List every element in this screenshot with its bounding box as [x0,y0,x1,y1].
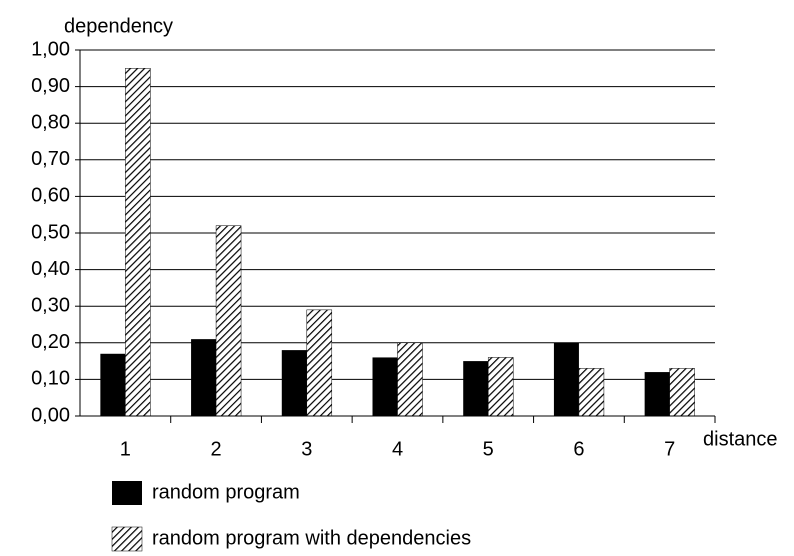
bar [372,357,398,416]
x-tick-label: 5 [483,438,494,460]
bar [397,342,423,417]
x-tick-label: 1 [120,438,131,460]
x-tick-label: 4 [392,438,403,460]
legend-label: random program [152,481,300,503]
y-tick-label: 0,30 [31,294,70,316]
x-tick-label: 3 [301,438,312,460]
y-tick-label: 0,70 [31,148,70,170]
bar [487,357,514,417]
legend-swatch [111,526,143,552]
bar [191,339,217,416]
y-tick-label: 0,40 [31,258,70,280]
bar [669,368,695,417]
x-tick-label: 6 [573,438,584,460]
y-tick-label: 0,80 [31,111,70,133]
y-tick-label: 0,50 [31,221,70,243]
x-tick-label: 7 [664,438,675,460]
bar [463,361,489,416]
y-tick-label: 1,00 [31,38,70,60]
legend-label: random program with dependencies [152,527,471,549]
y-tick-label: 0,20 [31,331,70,353]
bar [215,225,242,417]
y-tick-label: 0,60 [31,185,70,207]
y-tick-label: 0,00 [31,404,70,426]
bar [100,353,126,416]
y-tick-label: 0,10 [31,368,70,390]
bar [644,372,670,416]
legend-swatch [112,481,142,505]
bar [306,309,333,417]
bar [281,350,307,416]
bar [578,368,605,417]
bar [125,68,151,417]
bar [553,342,579,416]
x-tick-label: 2 [211,438,222,460]
y-axis-label: dependency [64,15,173,37]
x-axis-label: distance [703,428,778,450]
y-tick-label: 0,90 [31,75,70,97]
